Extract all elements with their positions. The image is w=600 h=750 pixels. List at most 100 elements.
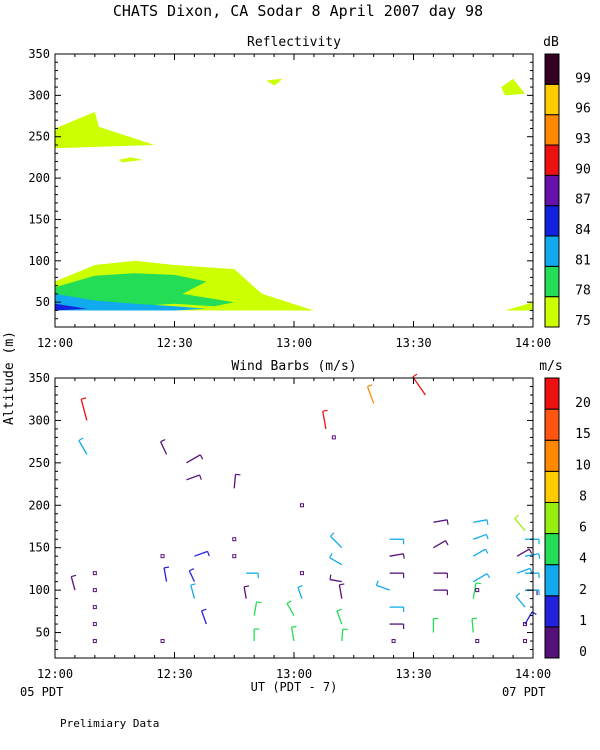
wind-barbs-title: Wind Barbs (m/s) bbox=[231, 359, 356, 374]
wind-barbs-colorbar: 0 1 2 4 6 8 10 15 20 bbox=[544, 377, 591, 660]
wind-barbs-colorbar-label: 2 bbox=[579, 583, 587, 598]
wind-barb bbox=[472, 548, 486, 557]
wind-barbs-colorbar-label: 0 bbox=[579, 645, 587, 660]
wind-barbs-y-tick-label: 50 bbox=[36, 626, 50, 640]
wind-barb-feather bbox=[160, 439, 166, 443]
wind-barb bbox=[336, 610, 343, 625]
reflectivity-title: Reflectivity bbox=[247, 35, 341, 50]
wind-barb-feather bbox=[322, 409, 328, 412]
x-end-date: 07 PDT bbox=[502, 685, 545, 699]
wind-barb bbox=[322, 411, 327, 430]
wind-barb bbox=[433, 519, 448, 523]
wind-barbs-colorbar-label: 6 bbox=[579, 521, 587, 536]
wind-barb bbox=[200, 610, 207, 625]
calm-marker bbox=[160, 554, 165, 559]
wind-barb bbox=[297, 587, 303, 599]
wind-barbs-y-tick-label: 100 bbox=[28, 583, 50, 597]
reflectivity-colorbar-swatch bbox=[544, 83, 560, 116]
reflectivity-colorbar-swatch bbox=[544, 114, 560, 146]
wind-barb bbox=[389, 553, 404, 557]
wind-barbs-y-tick-label: 300 bbox=[28, 413, 50, 427]
calm-marker bbox=[92, 588, 97, 593]
wind-barb-feather bbox=[81, 397, 87, 400]
reflectivity-axes: 50 100 150 200 250 300 350 12:00 12:30 13:00 13:30… bbox=[28, 47, 551, 350]
calm-marker bbox=[299, 503, 304, 508]
calm-marker bbox=[92, 639, 97, 644]
wind-barb bbox=[472, 582, 477, 599]
reflectivity-x-tick-label: 12:00 bbox=[37, 336, 73, 350]
x-axis-label: UT (PDT - 7) bbox=[251, 680, 338, 694]
wind-barb-feather bbox=[367, 384, 373, 388]
reflectivity-colorbar-swatch bbox=[544, 174, 560, 207]
calm-marker bbox=[92, 571, 97, 576]
reflectivity-colorbar-swatch bbox=[544, 265, 560, 298]
wind-barb-feather bbox=[529, 568, 533, 574]
wind-barb bbox=[330, 535, 343, 549]
wind-barbs-y-tick-label: 350 bbox=[28, 371, 50, 385]
wind-barb bbox=[190, 584, 196, 599]
wind-barbs-colorbar-swatch bbox=[544, 626, 560, 659]
wind-barb bbox=[412, 376, 426, 396]
wind-barb bbox=[80, 399, 88, 421]
wind-barb bbox=[329, 578, 342, 583]
wind-barbs-colorbar-label: 4 bbox=[579, 552, 587, 567]
reflectivity-x-tick-label: 12:30 bbox=[156, 336, 192, 350]
calm-marker bbox=[92, 622, 97, 627]
wind-barb bbox=[329, 557, 343, 566]
wind-barb-feather bbox=[514, 514, 519, 519]
reflectivity-colorbar-label: 93 bbox=[575, 132, 591, 147]
wind-barb bbox=[366, 386, 375, 404]
calm-marker bbox=[232, 554, 237, 559]
calm-marker bbox=[391, 639, 396, 644]
wind-barb-feather bbox=[291, 625, 297, 628]
wind-barb bbox=[188, 570, 196, 582]
reflectivity-panel: Reflectivity 50 100 150 200 250 300 350 12:00 12… bbox=[28, 35, 591, 350]
wind-barb-feather bbox=[339, 583, 345, 586]
wind-barb-feather bbox=[199, 454, 204, 460]
wind-barb-feather bbox=[515, 592, 521, 597]
wind-barb bbox=[472, 573, 488, 583]
reflectivity-colorbar-label: 87 bbox=[575, 193, 591, 208]
reflectivity-colorbar-label: 75 bbox=[575, 314, 591, 329]
calm-marker bbox=[160, 639, 165, 644]
calm-marker bbox=[331, 435, 336, 440]
wind-barb-feather bbox=[190, 583, 196, 586]
reflectivity-region-78 bbox=[55, 273, 235, 307]
wind-barb bbox=[514, 518, 526, 532]
wind-barb bbox=[524, 611, 533, 625]
wind-barbs-colorbar-swatch bbox=[544, 564, 560, 597]
wind-barb bbox=[70, 576, 76, 591]
wind-barb-feather bbox=[412, 373, 418, 378]
reflectivity-region-75 bbox=[505, 302, 533, 311]
wind-barb-feather bbox=[329, 574, 332, 580]
wind-barbs-colorbar-swatch bbox=[544, 439, 560, 472]
wind-barb-feather bbox=[163, 566, 170, 569]
wind-barb-feather bbox=[297, 585, 303, 588]
wind-barb-feather bbox=[538, 553, 541, 559]
wind-barb-feather bbox=[207, 551, 210, 557]
calm-marker bbox=[232, 537, 237, 542]
reflectivity-colorbar-label: 78 bbox=[575, 284, 591, 299]
wind-barb bbox=[78, 440, 88, 455]
calm-marker bbox=[523, 639, 528, 644]
wind-barbs-colorbar-swatch bbox=[544, 533, 560, 566]
figure-title: CHATS Dixon, CA Sodar 8 April 2007 day 9… bbox=[113, 2, 483, 20]
reflectivity-colorbar-label: 96 bbox=[575, 102, 591, 117]
wind-barb-feather bbox=[486, 519, 489, 525]
wind-barbs-panel: Wind Barbs (m/s) 5010015020025030035012:… bbox=[28, 359, 591, 681]
wind-barb bbox=[471, 618, 474, 633]
wind-barbs-y-tick-label: 250 bbox=[28, 456, 50, 470]
wind-barbs-colorbar-swatch bbox=[544, 408, 560, 441]
reflectivity-colorbar-swatch bbox=[544, 205, 560, 237]
reflectivity-colorbar-label: 81 bbox=[575, 253, 591, 268]
wind-barb-feather bbox=[244, 585, 250, 588]
wind-barbs-plot-frame bbox=[54, 377, 534, 659]
wind-barbs-colorbar-swatch bbox=[544, 377, 560, 410]
wind-barbs-y-tick-label: 150 bbox=[28, 541, 50, 555]
wind-barb-feather bbox=[330, 532, 335, 537]
wind-barb bbox=[516, 567, 531, 574]
reflectivity-colorbar-label: 99 bbox=[575, 71, 591, 86]
wind-barb bbox=[286, 603, 295, 616]
reflectivity-region-75 bbox=[501, 78, 525, 96]
calm-marker bbox=[475, 639, 480, 644]
